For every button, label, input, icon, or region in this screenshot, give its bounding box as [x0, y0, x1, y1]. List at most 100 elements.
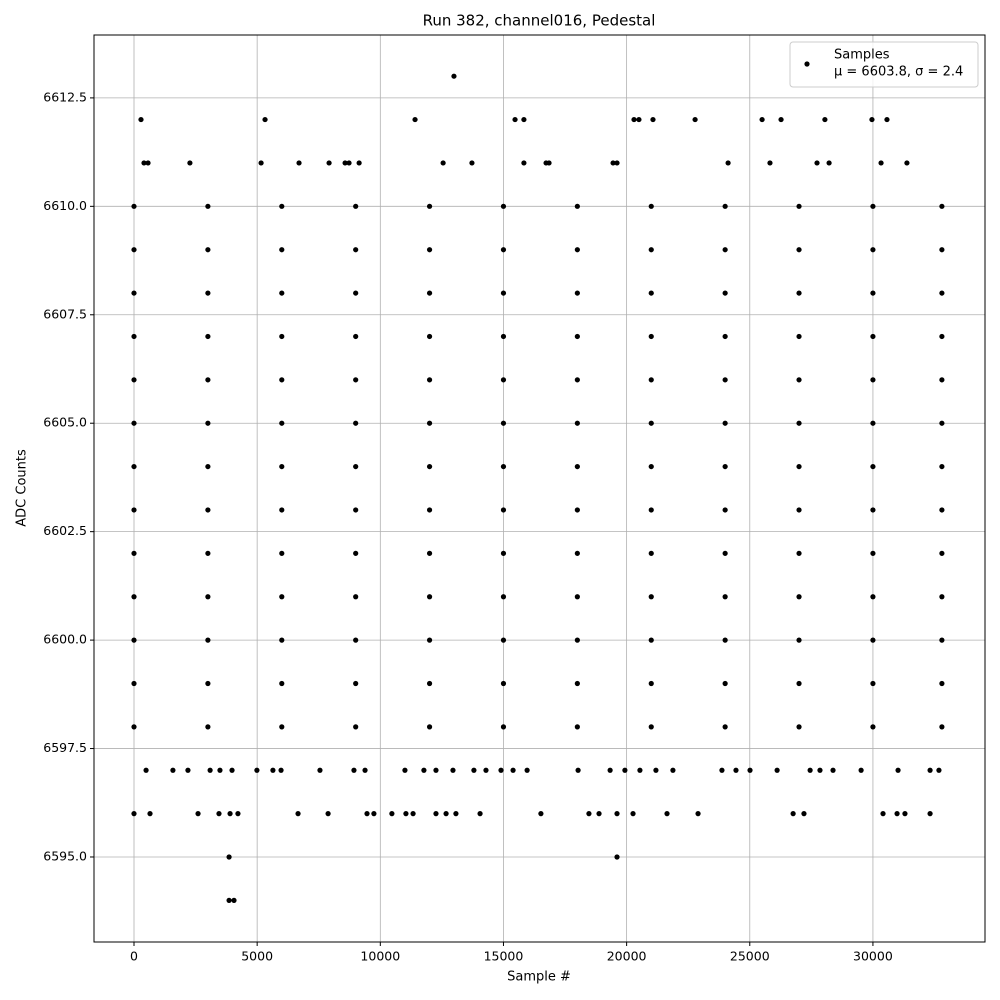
data-point: [500, 463, 507, 470]
data-point: [205, 594, 211, 600]
data-point: [870, 507, 876, 513]
data-point: [500, 290, 507, 296]
data-point: [362, 767, 368, 773]
data-point: [353, 333, 359, 340]
data-point: [774, 767, 780, 773]
data-point: [870, 594, 876, 600]
data-point: [426, 203, 433, 209]
data-point: [939, 420, 945, 426]
data-point: [510, 767, 516, 773]
data-point: [500, 247, 507, 253]
data-point: [767, 160, 773, 166]
data-point: [939, 637, 945, 643]
data-point: [500, 420, 507, 426]
data-point: [353, 550, 359, 556]
data-point: [801, 811, 807, 817]
data-point: [145, 160, 151, 166]
data-point: [894, 811, 900, 817]
data-point: [279, 420, 285, 426]
data-point: [870, 724, 876, 730]
data-point: [880, 811, 886, 817]
data-point: [317, 767, 323, 773]
data-point: [279, 680, 285, 687]
data-point: [796, 420, 802, 426]
data-point: [648, 680, 654, 687]
data-point: [205, 680, 211, 687]
data-point: [648, 463, 654, 470]
data-point: [870, 680, 876, 687]
y-tick-label: 6610.0: [43, 198, 87, 213]
data-point: [131, 377, 137, 383]
data-point: [722, 420, 728, 426]
data-point: [614, 854, 620, 860]
data-point: [722, 203, 728, 209]
data-point: [170, 767, 176, 773]
data-point: [870, 247, 876, 253]
data-point: [353, 594, 359, 600]
data-point: [939, 203, 945, 209]
data-point: [326, 160, 332, 166]
data-point: [722, 594, 728, 600]
data-point: [790, 811, 796, 817]
data-point: [443, 811, 449, 817]
data-point: [258, 160, 264, 166]
data-point: [648, 290, 654, 296]
data-point: [500, 507, 507, 513]
data-point: [814, 160, 820, 166]
data-point: [939, 333, 945, 340]
data-point: [796, 290, 802, 296]
data-point: [195, 811, 201, 817]
data-point: [574, 463, 580, 470]
data-point: [574, 550, 580, 556]
data-point: [500, 377, 507, 383]
data-point: [279, 290, 285, 296]
x-tick-label: 15000: [484, 949, 524, 964]
data-point: [433, 811, 439, 817]
data-point: [353, 724, 359, 730]
data-point: [722, 507, 728, 513]
data-point: [722, 550, 728, 556]
data-point: [648, 594, 654, 600]
data-point: [351, 767, 357, 773]
data-point: [205, 377, 211, 383]
data-point: [796, 637, 802, 643]
data-point: [939, 724, 945, 730]
data-point: [747, 767, 753, 773]
legend-stats: μ = 6603.8, σ = 2.4: [834, 65, 963, 80]
data-point: [759, 116, 765, 123]
data-point: [870, 333, 876, 340]
data-point: [939, 594, 945, 600]
data-point: [131, 507, 137, 513]
data-point: [131, 420, 137, 426]
legend-marker: [804, 61, 810, 67]
legend-label: Samples: [834, 48, 890, 63]
data-point: [614, 160, 620, 166]
data-point: [670, 767, 676, 773]
plot-frame: [93, 34, 986, 943]
data-point: [500, 724, 507, 730]
data-point: [574, 594, 580, 600]
data-point: [778, 116, 784, 123]
data-point: [870, 550, 876, 556]
data-point: [722, 724, 728, 730]
chart-title: Run 382, channel016, Pedestal: [423, 12, 656, 30]
data-point: [143, 767, 149, 773]
data-point: [574, 637, 580, 643]
data-point: [648, 203, 654, 209]
data-point: [895, 767, 901, 773]
data-point: [440, 160, 446, 166]
data-point: [279, 637, 285, 643]
data-point: [279, 203, 285, 209]
data-point: [574, 290, 580, 296]
data-point: [353, 637, 359, 643]
data-point: [426, 463, 433, 470]
data-point: [574, 377, 580, 383]
data-point: [426, 333, 433, 340]
data-point: [279, 507, 285, 513]
data-point: [147, 811, 153, 817]
data-point: [226, 854, 232, 860]
data-point: [574, 247, 580, 253]
data-point: [858, 767, 864, 773]
data-point: [426, 724, 433, 730]
data-point: [131, 594, 137, 600]
